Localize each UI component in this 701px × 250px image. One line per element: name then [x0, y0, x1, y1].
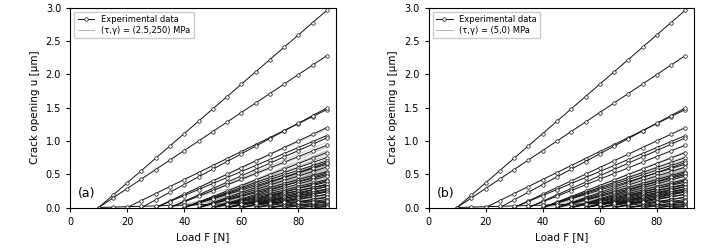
Text: (a): (a) — [78, 186, 95, 200]
Y-axis label: Crack opening u [μm]: Crack opening u [μm] — [30, 51, 40, 164]
Legend: Experimental data, (τ,γ) = (5,0) MPa: Experimental data, (τ,γ) = (5,0) MPa — [433, 12, 540, 38]
X-axis label: Load F [N]: Load F [N] — [176, 232, 229, 242]
Y-axis label: Crack opening u [μm]: Crack opening u [μm] — [388, 51, 398, 164]
Text: (b): (b) — [437, 186, 454, 200]
X-axis label: Load F [N]: Load F [N] — [535, 232, 588, 242]
Legend: Experimental data, (τ,γ) = (2.5,250) MPa: Experimental data, (τ,γ) = (2.5,250) MPa — [74, 12, 193, 38]
